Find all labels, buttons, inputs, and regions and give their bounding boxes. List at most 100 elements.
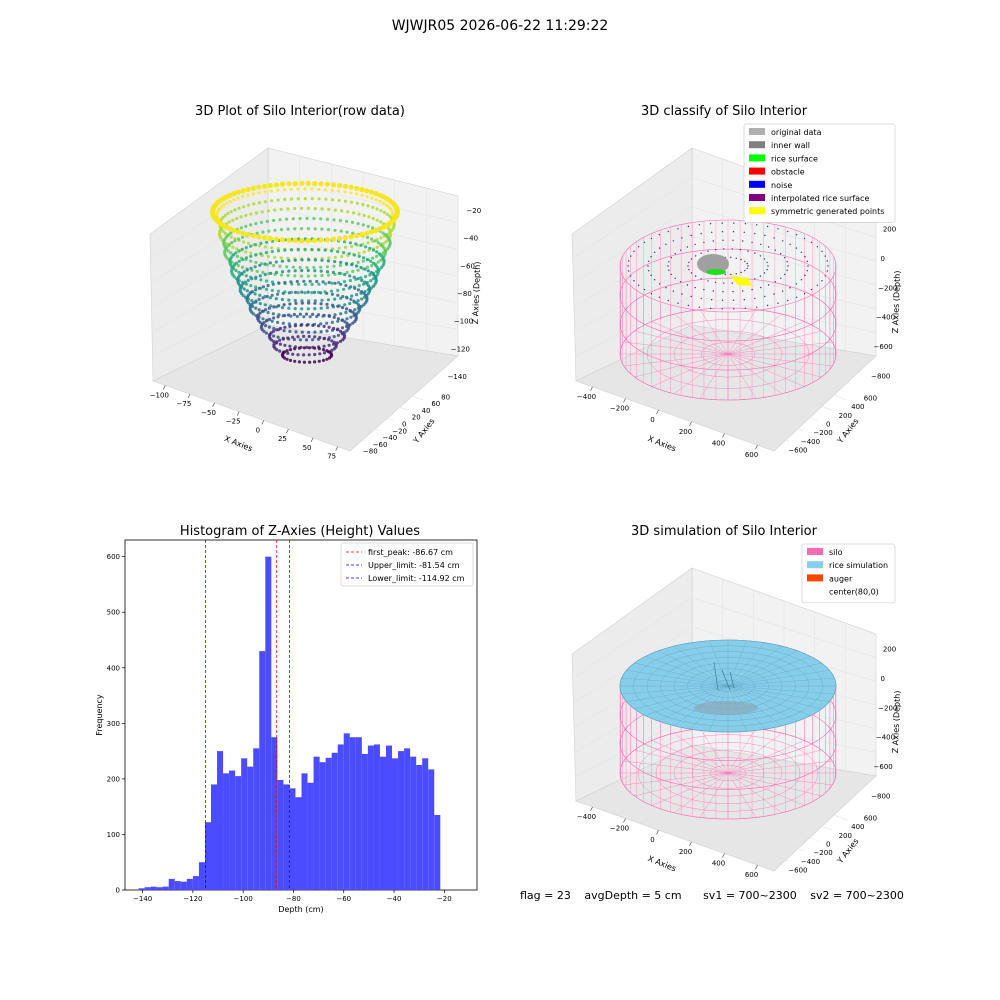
p1-point: [260, 210, 264, 214]
p1-point: [275, 328, 279, 332]
p4-xtick-label: 600: [745, 871, 758, 879]
p4-rice-mesh-spoke: [626, 670, 729, 687]
p1-point: [365, 235, 370, 239]
p4-legend-swatch: [807, 548, 823, 555]
p1-point: [374, 276, 378, 280]
p1-point: [321, 348, 326, 352]
p2-interp-point: [690, 272, 693, 274]
p1-point: [359, 265, 363, 270]
p2-interp-point: [680, 281, 682, 283]
p1-point: [295, 314, 299, 319]
p2-interp-point: [686, 246, 689, 248]
p1-point: [263, 303, 267, 307]
p1-point: [312, 290, 317, 294]
p3-xtick-label: −120: [183, 895, 202, 903]
p2-silo-spoke: [651, 353, 729, 387]
p2-interp-point: [826, 270, 828, 272]
p3-bar: [355, 737, 362, 890]
p3-xlabel: Depth (cm): [278, 905, 323, 914]
p1-point: [378, 199, 382, 203]
p2-grid: [674, 340, 785, 417]
p1-point: [347, 252, 351, 256]
p1-point: [300, 301, 304, 305]
p2-ztick-label: −800: [871, 372, 890, 380]
p3-bar: [253, 748, 260, 890]
p1-point: [276, 320, 280, 324]
p2-legend-label: original data: [771, 128, 822, 137]
p1-point: [355, 293, 359, 297]
p2-legend-swatch: [749, 141, 765, 149]
p1-point: [236, 196, 240, 200]
p2-interp-point: [747, 265, 749, 267]
p1-point: [336, 250, 340, 254]
p1-point: [263, 262, 267, 266]
p1-point: [280, 270, 285, 274]
p4-silo-spoke: [727, 760, 833, 774]
p1-point: [330, 320, 334, 324]
p1-point: [286, 273, 290, 278]
p1-point: [324, 282, 328, 286]
p1-point: [287, 269, 291, 273]
p2-interp-point: [700, 232, 702, 235]
p1-point: [350, 200, 354, 204]
p1-point: [280, 259, 284, 263]
p2-interp-point: [643, 241, 646, 244]
p1-point: [357, 284, 361, 288]
p1-point: [320, 298, 324, 302]
p2-interp-point: [795, 234, 798, 236]
p4-grid: [595, 791, 789, 862]
p1-point: [362, 250, 366, 254]
p1-point: [326, 228, 331, 232]
p1-point: [223, 231, 227, 235]
p1-point: [263, 272, 267, 277]
p1-point: [237, 249, 241, 253]
p2-interp-point: [777, 302, 779, 304]
p1-point: [287, 259, 291, 263]
p1-point: [370, 264, 374, 268]
p2-xtick-label: 600: [745, 451, 758, 459]
p1-point: [251, 192, 255, 196]
p1-point: [270, 288, 274, 292]
p4-rice-mesh-spoke: [673, 646, 729, 687]
p2-interp-point: [637, 246, 640, 248]
p2-interp-point: [827, 265, 829, 267]
p1-point: [249, 251, 253, 255]
p1-point: [254, 222, 258, 226]
p1-point: [246, 193, 250, 197]
p1-point: [325, 291, 329, 295]
p1-point: [313, 307, 317, 311]
p1-point: [327, 207, 331, 211]
p2-xtick-mark: [722, 433, 725, 438]
p1-point: [300, 268, 304, 273]
p4-rice-mesh-spoke: [727, 640, 747, 687]
p1-point: [257, 286, 261, 290]
p1-point: [352, 253, 356, 257]
p4-rice-mesh-spoke: [727, 685, 822, 710]
p1-point: [324, 237, 330, 243]
p4-silo-spoke: [673, 733, 729, 774]
p4-rice-mesh-spoke: [709, 640, 729, 687]
p4-ztick-label: −200: [878, 704, 897, 712]
p1-xtick-mark: [261, 420, 265, 425]
p1-point: [319, 306, 323, 310]
p2-interp-point: [754, 252, 756, 254]
p1-point: [276, 198, 280, 202]
p1-point: [249, 254, 253, 258]
p1-point: [276, 335, 280, 339]
p1-point: [280, 181, 286, 187]
p1-point: [326, 298, 330, 302]
p1-point: [304, 312, 309, 316]
p1-ytick-label: −40: [382, 434, 397, 442]
p3-bar: [349, 737, 356, 890]
p2-interp-point: [766, 304, 769, 307]
p1-point: [264, 319, 268, 323]
p1-xtick-mark: [310, 437, 314, 443]
p1-point: [327, 343, 331, 347]
p1-xlabel: X Axies: [223, 434, 254, 453]
p1-point: [288, 348, 293, 352]
p1-point: [325, 321, 329, 325]
p1-point: [291, 265, 295, 269]
p1-point: [302, 334, 306, 338]
p3-legend-label: first_peak: -86.67 cm: [368, 548, 453, 557]
p1-point: [270, 293, 274, 297]
